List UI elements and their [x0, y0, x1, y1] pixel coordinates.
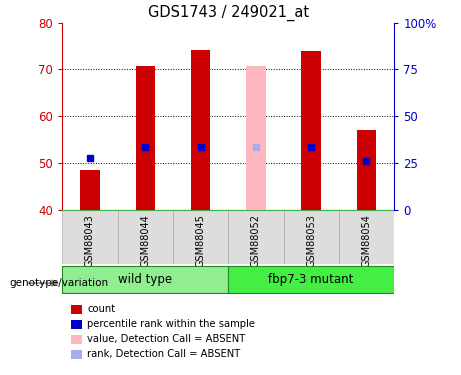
Bar [246, 66, 266, 210]
Bar [228, 266, 394, 293]
Bar [118, 210, 173, 264]
Text: GSM88043: GSM88043 [85, 214, 95, 267]
Title: GDS1743 / 249021_at: GDS1743 / 249021_at [148, 5, 309, 21]
Bar [228, 210, 284, 264]
Bar [191, 50, 210, 210]
Text: fbp7-3 mutant: fbp7-3 mutant [268, 273, 354, 286]
Text: count: count [87, 304, 115, 314]
Text: GSM88045: GSM88045 [195, 214, 206, 267]
Bar [62, 266, 228, 293]
Bar [62, 210, 118, 264]
Bar [173, 210, 228, 264]
Text: value, Detection Call = ABSENT: value, Detection Call = ABSENT [87, 334, 245, 344]
Text: GSM88054: GSM88054 [361, 214, 372, 267]
Bar [136, 66, 155, 210]
Text: rank, Detection Call = ABSENT: rank, Detection Call = ABSENT [87, 350, 240, 359]
Text: wild type: wild type [118, 273, 172, 286]
Bar [284, 210, 339, 264]
Bar [357, 130, 376, 210]
Text: GSM88053: GSM88053 [306, 214, 316, 267]
Text: GSM88044: GSM88044 [140, 214, 150, 267]
Bar [339, 210, 394, 264]
Bar [301, 51, 321, 210]
Bar [80, 170, 100, 210]
Text: GSM88052: GSM88052 [251, 214, 261, 267]
Text: genotype/variation: genotype/variation [9, 278, 108, 288]
Text: percentile rank within the sample: percentile rank within the sample [87, 320, 255, 329]
